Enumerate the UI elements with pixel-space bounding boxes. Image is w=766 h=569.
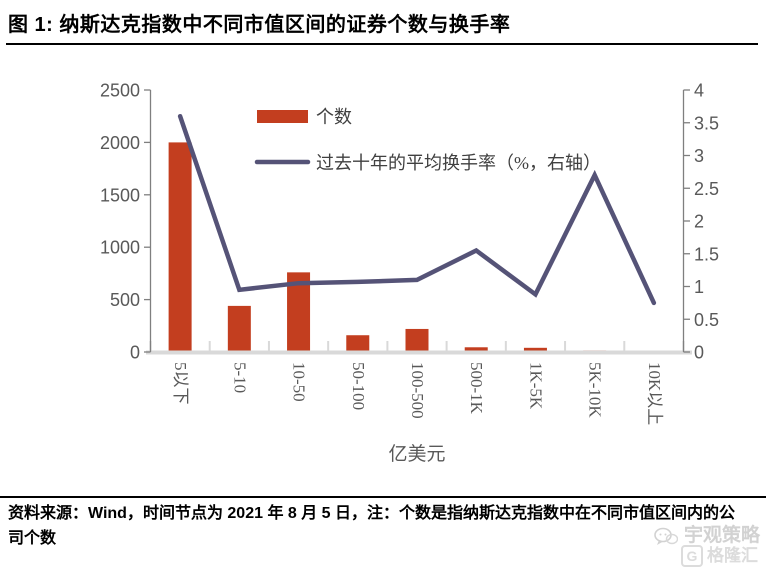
legend-bar-label: 个数 [316, 107, 352, 127]
left-axis-tick-label: 2000 [100, 133, 140, 153]
bar-5以下 [168, 142, 192, 351]
right-axis-tick-label: 3.5 [694, 113, 719, 133]
legend-line-label: 过去十年的平均换手率（%，右轴） [316, 153, 601, 173]
right-axis-tick-label: 1.5 [694, 244, 719, 264]
x-category-label: 100-500 [408, 362, 427, 419]
title-divider [6, 43, 758, 45]
gelonghui-logo-icon: G [681, 545, 703, 567]
left-axis-tick-label: 0 [130, 343, 140, 363]
chart-area: 0 500 1000 1500 2000 2500 0 0.5 1 1.5 2 2.5 3 3.5 4 个数过… [0, 60, 766, 490]
x-axis-unit-label: 亿美元 [388, 443, 445, 465]
legend-bar-swatch [257, 110, 308, 123]
x-category-label: 5以下 [171, 362, 190, 405]
right-axis-tick-label: 3 [694, 146, 704, 166]
right-axis-tick-label: 2 [694, 212, 704, 232]
right-axis-tick-label: 0.5 [694, 310, 719, 330]
right-axis-tick-label: 0 [694, 343, 704, 363]
chat-bubbles-icon [654, 527, 678, 545]
x-category-label: 10K以上 [645, 362, 664, 425]
bar-50-100 [346, 335, 370, 351]
right-axis-tick-label: 2.5 [694, 179, 719, 199]
left-axis-tick-label: 1500 [100, 185, 140, 205]
bar-500-1K [464, 347, 488, 351]
watermark: 宇观策略 G 格隆汇 [654, 525, 760, 567]
x-category-label: 500-1K [467, 362, 486, 415]
left-axis-tick-label: 500 [110, 290, 140, 310]
bar-line-chart: 0 500 1000 1500 2000 2500 0 0.5 1 1.5 2 2.5 3 3.5 4 个数过… [100, 81, 719, 466]
left-axis-tick-label: 2500 [100, 81, 140, 101]
source-note: 资料来源：Wind，时间节点为 2021 年 8 月 5 日，注：个数是指纳斯达… [8, 505, 736, 547]
turnover-line [177, 113, 657, 306]
bar-5-10 [227, 305, 251, 351]
left-axis-tick-label: 1000 [100, 238, 140, 258]
x-category-label: 50-100 [349, 362, 368, 410]
right-axis-tick-label: 1 [694, 277, 704, 297]
bar-10-50 [287, 272, 311, 351]
x-category-label: 1K-5K [526, 362, 545, 410]
bar-100-500 [405, 328, 429, 351]
footer-divider [0, 496, 766, 498]
x-axis-line [146, 350, 692, 355]
watermark-name: 宇观策略 [683, 525, 760, 547]
x-category-label: 10-50 [290, 362, 309, 402]
x-category-label: 5K-10K [586, 362, 605, 418]
figure-title: 图 1: 纳斯达克指数中不同市值区间的证券个数与换手率 [8, 14, 511, 36]
x-category-label: 5-10 [230, 362, 249, 393]
watermark-logo-text: 格隆汇 [707, 545, 758, 565]
right-axis-tick-label: 4 [694, 81, 704, 101]
bar-1K-5K [523, 347, 547, 351]
